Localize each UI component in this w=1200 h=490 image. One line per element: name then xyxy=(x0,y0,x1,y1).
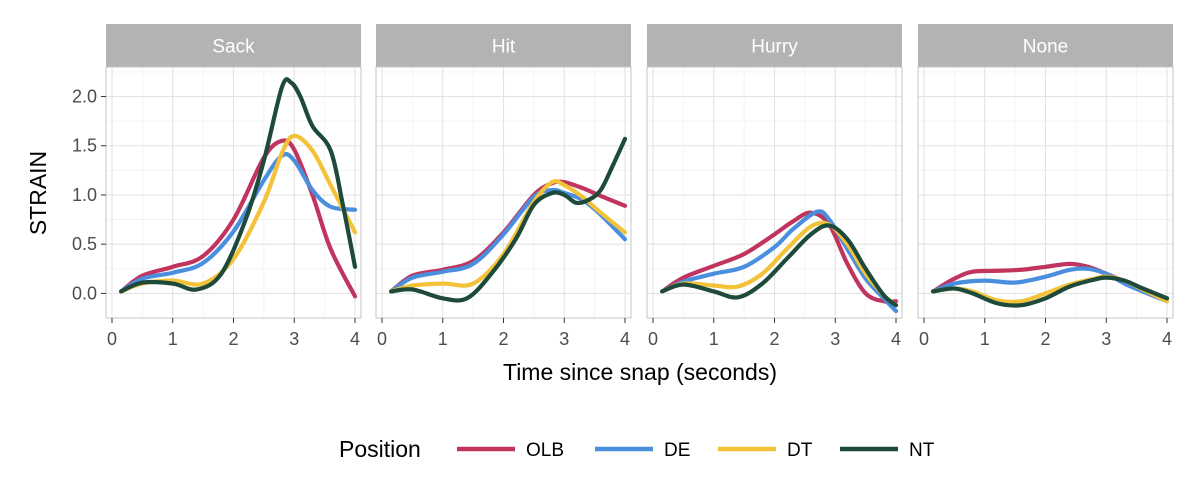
facet-strip-label: Hit xyxy=(492,37,516,58)
y-tick-label: 1.5 xyxy=(72,136,97,156)
facet-strip-label: None xyxy=(1023,37,1068,58)
series-line-de xyxy=(119,152,358,294)
x-tick-label: 0 xyxy=(107,329,117,349)
series-line-nt xyxy=(660,223,899,308)
x-tick-label: 3 xyxy=(289,329,299,349)
x-tick-label: 4 xyxy=(620,329,630,349)
series-line-olb xyxy=(660,210,899,304)
series-line-de xyxy=(660,209,899,314)
x-tick-label: 3 xyxy=(559,329,569,349)
facet-strip-label: Hurry xyxy=(751,37,798,58)
facet-panel-sack: Sack 0 1 2 3 4 0.0 0.5 1.0 1.5 2.0 xyxy=(72,24,362,349)
y-tick-label: 0.0 xyxy=(72,283,97,303)
legend-label-nt: NT xyxy=(909,440,935,461)
x-tick-label: 0 xyxy=(919,329,929,349)
y-tick-label: 1.0 xyxy=(72,185,97,205)
y-axis-title: STRAIN xyxy=(25,151,51,235)
x-tick-label: 4 xyxy=(1162,329,1172,349)
x-tick-label: 0 xyxy=(648,329,658,349)
facet-strip-label: Sack xyxy=(212,37,255,58)
x-tick-label: 2 xyxy=(769,329,779,349)
x-tick-label: 2 xyxy=(228,329,238,349)
series-line-nt xyxy=(389,136,628,303)
facet-strip xyxy=(647,24,902,67)
facet-panel-hit: Hit 0 1 2 3 4 xyxy=(375,24,632,349)
facet-strip xyxy=(918,24,1173,67)
x-tick-label: 2 xyxy=(1040,329,1050,349)
x-tick-label: 3 xyxy=(1101,329,1111,349)
x-tick-label: 2 xyxy=(498,329,508,349)
facet-strip xyxy=(376,24,631,67)
facet-strip xyxy=(106,24,361,67)
x-tick-label: 0 xyxy=(377,329,387,349)
y-tick-label: 2.0 xyxy=(72,87,97,107)
series-line-dt xyxy=(660,220,899,308)
x-tick-label: 1 xyxy=(709,329,719,349)
series-line-de xyxy=(931,266,1170,304)
legend-label-dt: DT xyxy=(787,440,813,461)
legend: Position OLB DE DT NT xyxy=(339,436,935,462)
x-tick-label: 4 xyxy=(891,329,901,349)
x-axis-title: Time since snap (seconds) xyxy=(503,359,777,385)
facet-panel-hurry: Hurry 0 1 2 3 4 xyxy=(646,24,903,349)
x-tick-label: 1 xyxy=(438,329,448,349)
series-line-nt xyxy=(931,275,1170,308)
x-tick-label: 3 xyxy=(830,329,840,349)
y-tick-label: 0.5 xyxy=(72,234,97,254)
x-tick-label: 1 xyxy=(168,329,178,349)
legend-label-olb: OLB xyxy=(526,440,564,461)
x-tick-label: 1 xyxy=(980,329,990,349)
legend-title: Position xyxy=(339,436,421,462)
facet-panel-none: None 0 1 2 3 4 xyxy=(917,24,1174,349)
series-line-nt xyxy=(119,77,358,294)
legend-label-de: DE xyxy=(664,440,690,461)
x-tick-label: 4 xyxy=(350,329,360,349)
